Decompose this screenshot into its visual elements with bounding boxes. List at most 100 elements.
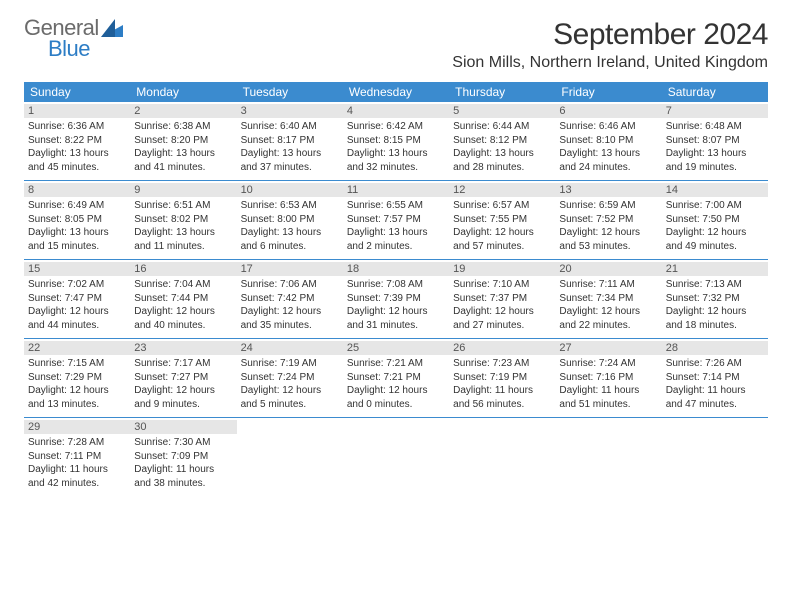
- day-detail: Sunset: 8:02 PM: [134, 213, 232, 227]
- day-detail: and 24 minutes.: [559, 161, 657, 175]
- day-detail: Daylight: 13 hours: [559, 147, 657, 161]
- day-detail: and 51 minutes.: [559, 398, 657, 412]
- week-row: 29Sunrise: 7:28 AMSunset: 7:11 PMDayligh…: [24, 418, 768, 496]
- logo: General Blue: [24, 18, 123, 60]
- day-detail: Sunset: 7:34 PM: [559, 292, 657, 306]
- day-detail: and 44 minutes.: [28, 319, 126, 333]
- day-detail: Sunrise: 7:02 AM: [28, 278, 126, 292]
- day-detail: Sunrise: 7:08 AM: [347, 278, 445, 292]
- day-detail: Daylight: 11 hours: [134, 463, 232, 477]
- day-detail: Sunrise: 6:51 AM: [134, 199, 232, 213]
- day-detail: Sunrise: 6:48 AM: [666, 120, 764, 134]
- day-detail: Daylight: 13 hours: [241, 226, 339, 240]
- day-cell: 5Sunrise: 6:44 AMSunset: 8:12 PMDaylight…: [449, 102, 555, 180]
- day-number: 3: [237, 104, 343, 118]
- day-detail: Sunrise: 7:23 AM: [453, 357, 551, 371]
- day-number: 23: [130, 341, 236, 355]
- day-detail: Sunrise: 7:24 AM: [559, 357, 657, 371]
- day-cell: 23Sunrise: 7:17 AMSunset: 7:27 PMDayligh…: [130, 339, 236, 417]
- day-detail: Sunset: 7:44 PM: [134, 292, 232, 306]
- day-detail: and 13 minutes.: [28, 398, 126, 412]
- day-detail: Daylight: 11 hours: [666, 384, 764, 398]
- day-detail: and 53 minutes.: [559, 240, 657, 254]
- day-cell: 1Sunrise: 6:36 AMSunset: 8:22 PMDaylight…: [24, 102, 130, 180]
- day-detail: Daylight: 13 hours: [453, 147, 551, 161]
- day-detail: Sunrise: 6:46 AM: [559, 120, 657, 134]
- day-detail: Daylight: 12 hours: [347, 384, 445, 398]
- day-detail: and 19 minutes.: [666, 161, 764, 175]
- day-detail: and 18 minutes.: [666, 319, 764, 333]
- day-detail: Sunrise: 7:17 AM: [134, 357, 232, 371]
- day-detail: and 38 minutes.: [134, 477, 232, 491]
- day-number: 20: [555, 262, 661, 276]
- day-detail: and 40 minutes.: [134, 319, 232, 333]
- day-detail: Daylight: 12 hours: [28, 305, 126, 319]
- weekday-header: Wednesday: [343, 82, 449, 102]
- day-detail: and 32 minutes.: [347, 161, 445, 175]
- day-detail: Sunrise: 7:04 AM: [134, 278, 232, 292]
- weekday-header: Tuesday: [237, 82, 343, 102]
- day-number: 24: [237, 341, 343, 355]
- day-cell: 24Sunrise: 7:19 AMSunset: 7:24 PMDayligh…: [237, 339, 343, 417]
- day-cell: 15Sunrise: 7:02 AMSunset: 7:47 PMDayligh…: [24, 260, 130, 338]
- day-detail: Sunset: 8:12 PM: [453, 134, 551, 148]
- day-detail: Sunset: 7:57 PM: [347, 213, 445, 227]
- day-cell: 29Sunrise: 7:28 AMSunset: 7:11 PMDayligh…: [24, 418, 130, 496]
- day-number: 10: [237, 183, 343, 197]
- day-number: 1: [24, 104, 130, 118]
- day-number: 14: [662, 183, 768, 197]
- day-detail: Sunrise: 6:55 AM: [347, 199, 445, 213]
- day-cell: 22Sunrise: 7:15 AMSunset: 7:29 PMDayligh…: [24, 339, 130, 417]
- day-cell: 21Sunrise: 7:13 AMSunset: 7:32 PMDayligh…: [662, 260, 768, 338]
- day-number: 28: [662, 341, 768, 355]
- day-detail: and 5 minutes.: [241, 398, 339, 412]
- day-detail: Sunrise: 7:28 AM: [28, 436, 126, 450]
- day-detail: Sunset: 8:15 PM: [347, 134, 445, 148]
- day-cell: [449, 418, 555, 496]
- day-detail: Daylight: 13 hours: [241, 147, 339, 161]
- day-detail: Sunrise: 6:59 AM: [559, 199, 657, 213]
- day-detail: Daylight: 13 hours: [28, 226, 126, 240]
- day-detail: Daylight: 12 hours: [559, 305, 657, 319]
- day-detail: Sunrise: 7:15 AM: [28, 357, 126, 371]
- day-number: 16: [130, 262, 236, 276]
- day-detail: and 37 minutes.: [241, 161, 339, 175]
- day-detail: and 47 minutes.: [666, 398, 764, 412]
- day-detail: and 9 minutes.: [134, 398, 232, 412]
- day-number: 15: [24, 262, 130, 276]
- day-detail: Daylight: 11 hours: [28, 463, 126, 477]
- day-cell: 26Sunrise: 7:23 AMSunset: 7:19 PMDayligh…: [449, 339, 555, 417]
- day-detail: and 49 minutes.: [666, 240, 764, 254]
- day-detail: Sunrise: 6:57 AM: [453, 199, 551, 213]
- day-cell: 4Sunrise: 6:42 AMSunset: 8:15 PMDaylight…: [343, 102, 449, 180]
- day-detail: Sunset: 7:39 PM: [347, 292, 445, 306]
- day-detail: Sunrise: 7:21 AM: [347, 357, 445, 371]
- day-cell: 3Sunrise: 6:40 AMSunset: 8:17 PMDaylight…: [237, 102, 343, 180]
- day-number: 19: [449, 262, 555, 276]
- day-cell: [343, 418, 449, 496]
- week-row: 8Sunrise: 6:49 AMSunset: 8:05 PMDaylight…: [24, 181, 768, 260]
- day-detail: Sunset: 7:55 PM: [453, 213, 551, 227]
- day-number: 21: [662, 262, 768, 276]
- day-detail: Daylight: 12 hours: [134, 305, 232, 319]
- weekday-header: Thursday: [449, 82, 555, 102]
- day-number: 5: [449, 104, 555, 118]
- day-detail: Sunset: 8:17 PM: [241, 134, 339, 148]
- day-detail: Daylight: 12 hours: [666, 226, 764, 240]
- day-cell: 7Sunrise: 6:48 AMSunset: 8:07 PMDaylight…: [662, 102, 768, 180]
- day-detail: and 6 minutes.: [241, 240, 339, 254]
- day-detail: Daylight: 13 hours: [347, 147, 445, 161]
- day-detail: Sunrise: 7:26 AM: [666, 357, 764, 371]
- day-cell: [662, 418, 768, 496]
- day-detail: and 27 minutes.: [453, 319, 551, 333]
- day-number: 2: [130, 104, 236, 118]
- day-detail: Sunrise: 6:53 AM: [241, 199, 339, 213]
- day-number: 11: [343, 183, 449, 197]
- day-detail: and 41 minutes.: [134, 161, 232, 175]
- day-detail: Sunrise: 7:10 AM: [453, 278, 551, 292]
- day-detail: Daylight: 13 hours: [347, 226, 445, 240]
- day-cell: 19Sunrise: 7:10 AMSunset: 7:37 PMDayligh…: [449, 260, 555, 338]
- day-cell: 17Sunrise: 7:06 AMSunset: 7:42 PMDayligh…: [237, 260, 343, 338]
- day-detail: Sunset: 7:52 PM: [559, 213, 657, 227]
- day-number: 8: [24, 183, 130, 197]
